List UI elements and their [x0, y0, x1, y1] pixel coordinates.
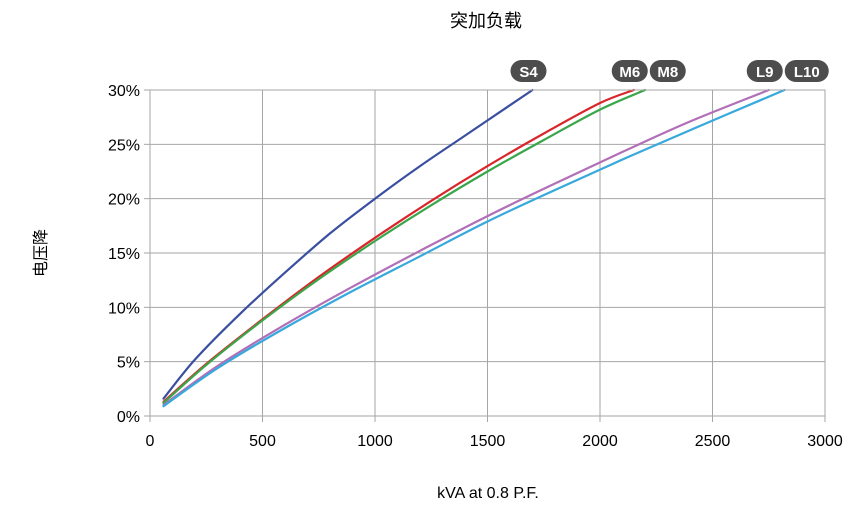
series-badges: S4 M6 M8 L9 L10 — [510, 60, 829, 82]
badge-background — [784, 60, 829, 82]
series-badge-m8: M8 — [649, 60, 686, 82]
y-tick-label: 30% — [108, 83, 140, 100]
x-axis-ticks: 0 500 1000 1500 2000 2500 3000 — [146, 416, 843, 450]
series-badge-s4: S4 — [510, 60, 547, 82]
x-tick-label: 0 — [146, 433, 155, 450]
x-tick-label: 1000 — [357, 433, 393, 450]
series-badge-l9: L9 — [746, 60, 783, 82]
badge-background — [649, 60, 686, 82]
badge-background — [611, 60, 648, 82]
x-tick-label: 3000 — [807, 433, 843, 450]
y-tick-label: 0% — [117, 409, 140, 426]
y-tick-label: 5% — [117, 355, 140, 372]
y-tick-label: 15% — [108, 246, 140, 263]
series-line-l10 — [162, 88, 786, 408]
badge-label: L10 — [794, 64, 820, 81]
series-line-s4 — [162, 88, 534, 400]
grid-lines — [149, 89, 826, 417]
badge-background — [510, 60, 547, 82]
series-badge-m6: M6 — [611, 60, 648, 82]
badge-label: S4 — [519, 64, 538, 81]
y-axis-ticks: 0% 5% 10% 15% 20% 25% 30% — [108, 83, 150, 426]
y-tick-label: 25% — [108, 137, 140, 154]
series-line-m8 — [162, 88, 647, 405]
x-tick-label: 2000 — [582, 433, 618, 450]
x-tick-label: 1500 — [470, 433, 506, 450]
badge-label: L9 — [756, 64, 774, 81]
badge-label: M6 — [619, 64, 640, 81]
y-axis-label: 电压降 — [32, 229, 50, 277]
x-axis-label: kVA at 0.8 P.F. — [437, 485, 539, 502]
x-tick-label: 2500 — [695, 433, 731, 450]
badge-background — [746, 60, 783, 82]
badge-label: M8 — [657, 64, 678, 81]
series-line-l9 — [162, 88, 770, 407]
x-tick-label: 500 — [249, 433, 276, 450]
series-badge-l10: L10 — [784, 60, 829, 82]
series-lines — [162, 88, 786, 408]
y-tick-label: 10% — [108, 300, 140, 317]
y-tick-label: 20% — [108, 192, 140, 209]
chart-title: 突加负载 — [450, 11, 522, 31]
plot-frame — [149, 89, 826, 417]
